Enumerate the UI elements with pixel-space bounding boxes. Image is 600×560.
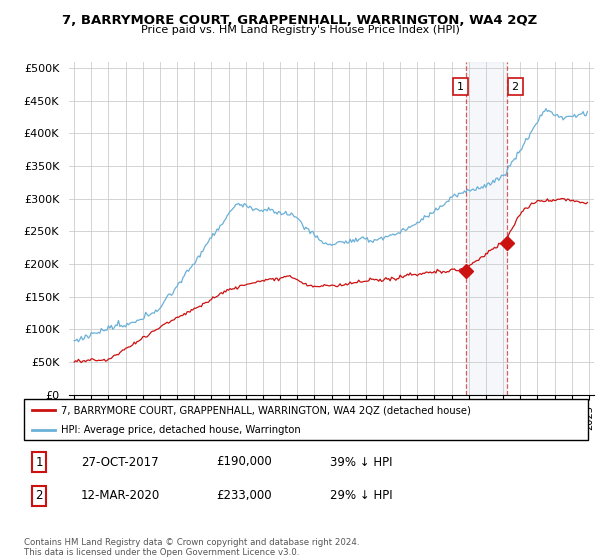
Text: 29% ↓ HPI: 29% ↓ HPI	[330, 489, 392, 502]
Text: 39% ↓ HPI: 39% ↓ HPI	[330, 455, 392, 469]
Text: HPI: Average price, detached house, Warrington: HPI: Average price, detached house, Warr…	[61, 424, 301, 435]
Text: 1: 1	[457, 82, 464, 92]
Text: 2: 2	[35, 489, 43, 502]
Text: 7, BARRYMORE COURT, GRAPPENHALL, WARRINGTON, WA4 2QZ (detached house): 7, BARRYMORE COURT, GRAPPENHALL, WARRING…	[61, 405, 470, 415]
Text: Contains HM Land Registry data © Crown copyright and database right 2024.
This d: Contains HM Land Registry data © Crown c…	[24, 538, 359, 557]
Bar	[466, 62, 506, 395]
Text: 1: 1	[35, 455, 43, 469]
Text: 27-OCT-2017: 27-OCT-2017	[81, 455, 158, 469]
Text: 12-MAR-2020: 12-MAR-2020	[81, 489, 160, 502]
Text: 7, BARRYMORE COURT, GRAPPENHALL, WARRINGTON, WA4 2QZ: 7, BARRYMORE COURT, GRAPPENHALL, WARRING…	[62, 14, 538, 27]
Text: £190,000: £190,000	[216, 455, 272, 469]
Text: £233,000: £233,000	[216, 489, 272, 502]
Text: 2: 2	[512, 82, 518, 92]
Text: Price paid vs. HM Land Registry's House Price Index (HPI): Price paid vs. HM Land Registry's House …	[140, 25, 460, 35]
